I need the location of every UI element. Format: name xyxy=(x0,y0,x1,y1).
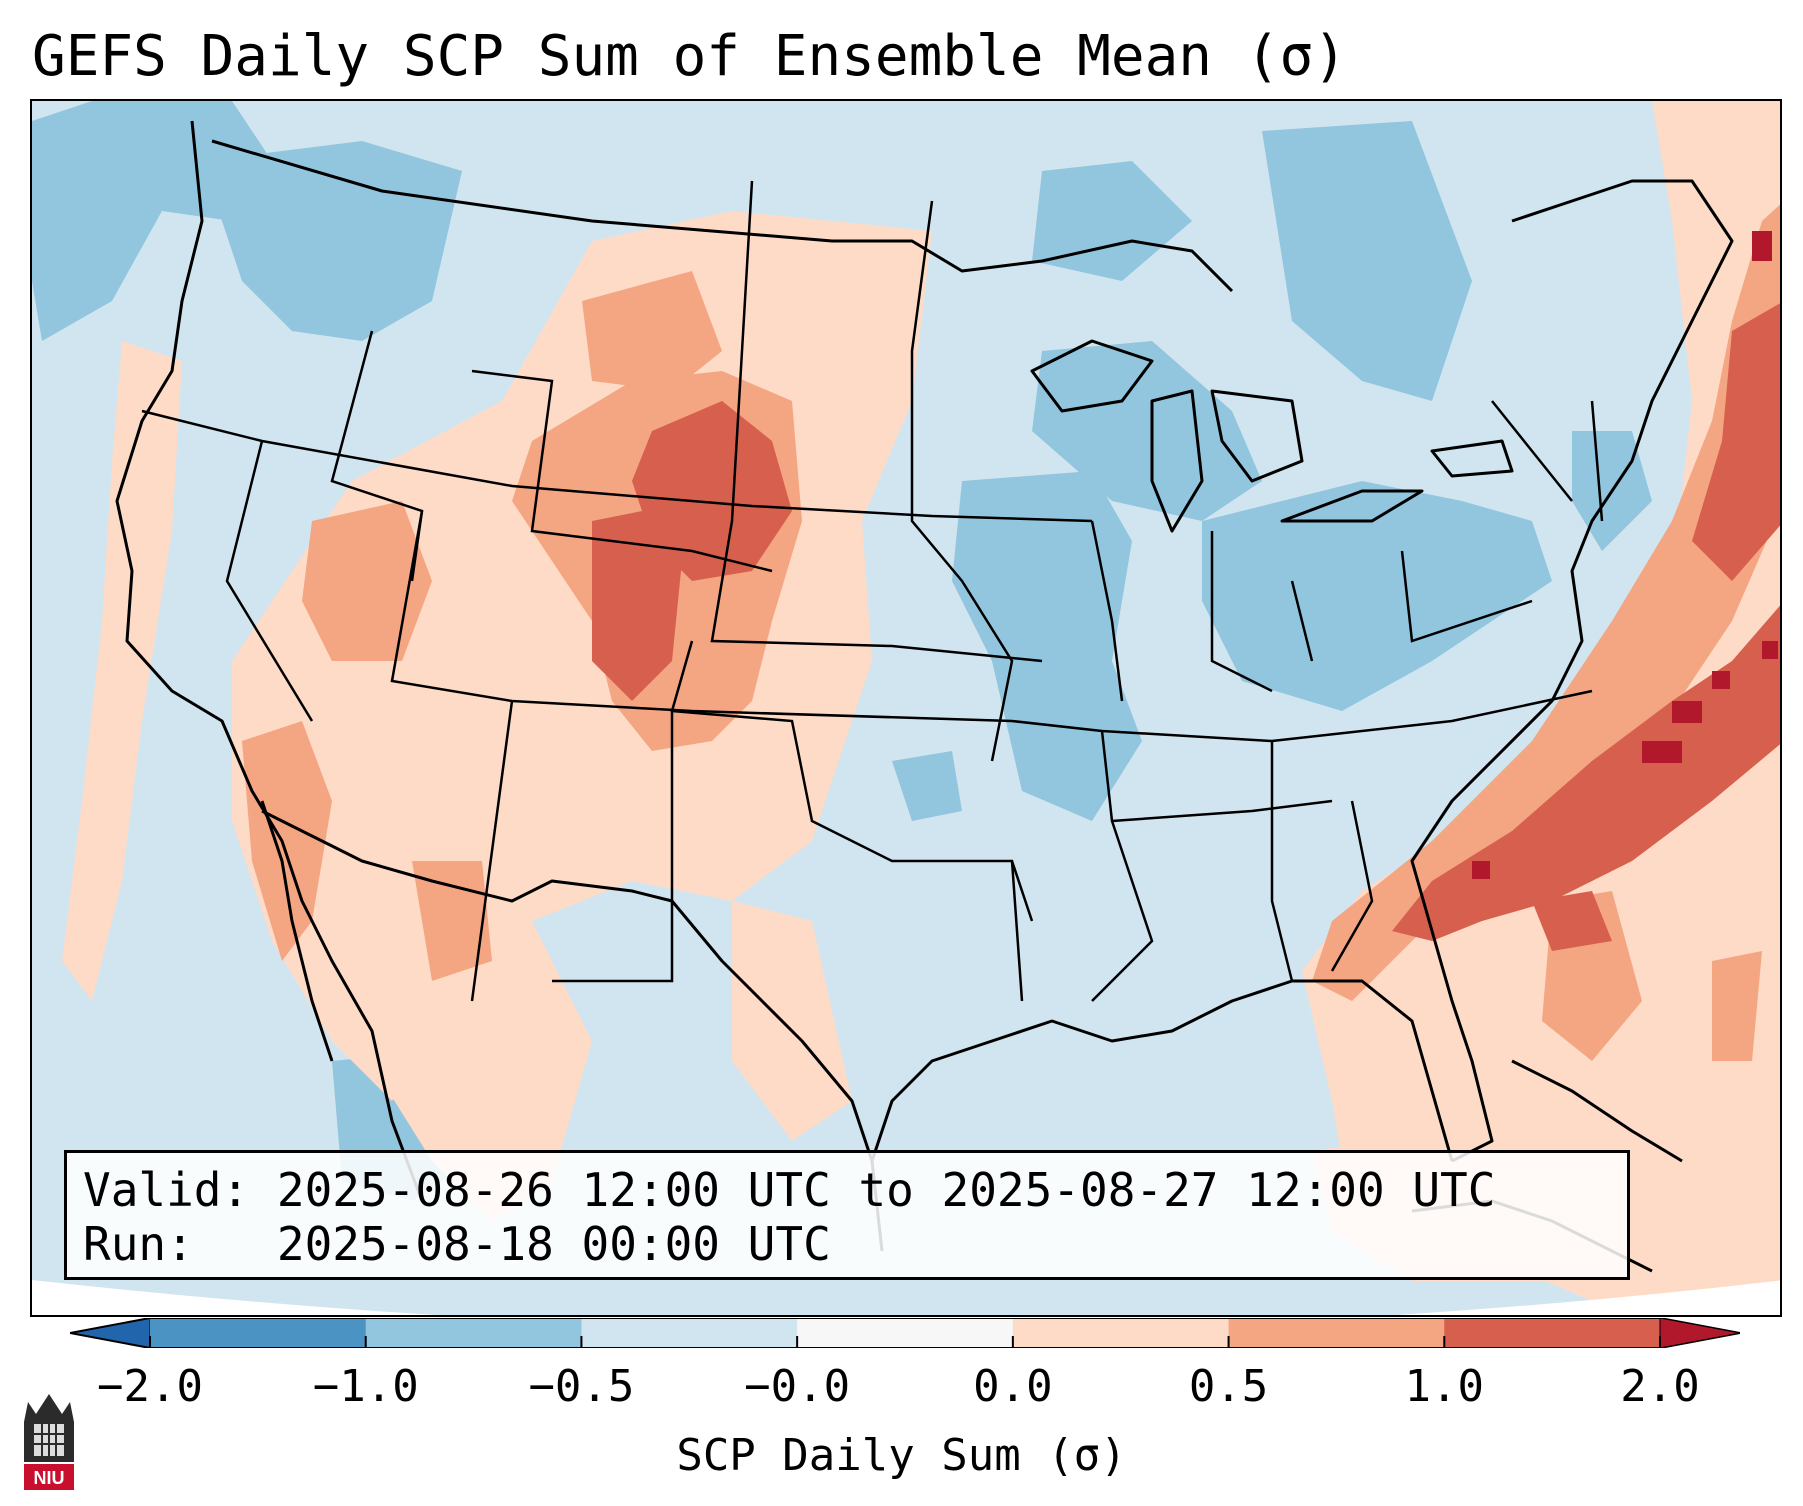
negative-anomaly-regions xyxy=(32,101,1652,1201)
bahamas-line xyxy=(1511,1059,1683,1163)
map-canvas xyxy=(32,101,1780,1315)
colorbar xyxy=(70,1318,1740,1348)
colorbar-tick-label: −0.5 xyxy=(528,1361,635,1412)
colorbar-tick-label: 0.5 xyxy=(1188,1361,1269,1412)
colorbar-bin xyxy=(365,1318,582,1348)
lake-ontario xyxy=(1430,439,1514,478)
positive-anomaly-strong-regions xyxy=(592,303,1780,951)
colorbar-tick-label: −1.0 xyxy=(312,1361,419,1412)
colorbar-bin xyxy=(1228,1318,1445,1348)
colorbar-bin xyxy=(1444,1318,1661,1348)
lake-superior xyxy=(1030,339,1154,413)
lake-michigan xyxy=(1150,389,1204,533)
gulf-coast-line xyxy=(870,979,1454,1252)
lake-huron xyxy=(1210,389,1304,483)
niu-logo-text: NIU xyxy=(34,1468,65,1488)
lake-erie xyxy=(1280,489,1424,523)
run-line: Run: 2025-08-18 00:00 UTC xyxy=(83,1217,1611,1271)
west-coast-line xyxy=(115,120,424,1202)
colorbar-tick-label: 1.0 xyxy=(1404,1361,1485,1412)
colorbar-under-arrow xyxy=(70,1318,151,1348)
baja-coast-line xyxy=(260,800,334,1062)
state-boundaries xyxy=(141,180,1604,1002)
run-label: Run: xyxy=(83,1217,194,1271)
colorbar-bin xyxy=(1012,1318,1230,1348)
colorbar-bin xyxy=(797,1318,1014,1348)
colorbar-over-arrow xyxy=(1659,1318,1740,1348)
colorbar-tick-label: 0.0 xyxy=(973,1361,1053,1412)
niu-logo-icon: NIU xyxy=(24,1394,74,1490)
valid-label: Valid: xyxy=(83,1163,250,1217)
valid-line: Valid: 2025-08-26 12:00 UTC to 2025-08-2… xyxy=(83,1163,1611,1217)
positive-anomaly-extreme-spots xyxy=(1472,231,1778,879)
valid-value: 2025-08-26 12:00 UTC to 2025-08-27 12:00… xyxy=(276,1163,1496,1217)
canada-border-line xyxy=(211,139,1234,293)
mexico-border-line xyxy=(261,809,874,1162)
run-value: 2025-08-18 00:00 UTC xyxy=(276,1217,831,1271)
colorbar-bin xyxy=(150,1318,367,1348)
colorbar-tick-label: −2.0 xyxy=(97,1361,203,1412)
colorbar-bins xyxy=(70,1318,1740,1348)
colorbar-tick-label: 2.0 xyxy=(1620,1361,1700,1412)
map-panel xyxy=(30,99,1782,1317)
domain-edge xyxy=(32,1280,1780,1315)
validity-info-box: Valid: 2025-08-26 12:00 UTC to 2025-08-2… xyxy=(64,1150,1630,1280)
colorbar-bin xyxy=(581,1318,798,1348)
colorbar-label: SCP Daily Sum (σ) xyxy=(676,1430,1127,1481)
colorbar-ticks xyxy=(149,1336,1661,1348)
colorbar-tick-label: −0.0 xyxy=(744,1361,851,1412)
east-coast-line xyxy=(1410,179,1734,1163)
map-title: GEFS Daily SCP Sum of Ensemble Mean (σ) xyxy=(32,24,1347,89)
